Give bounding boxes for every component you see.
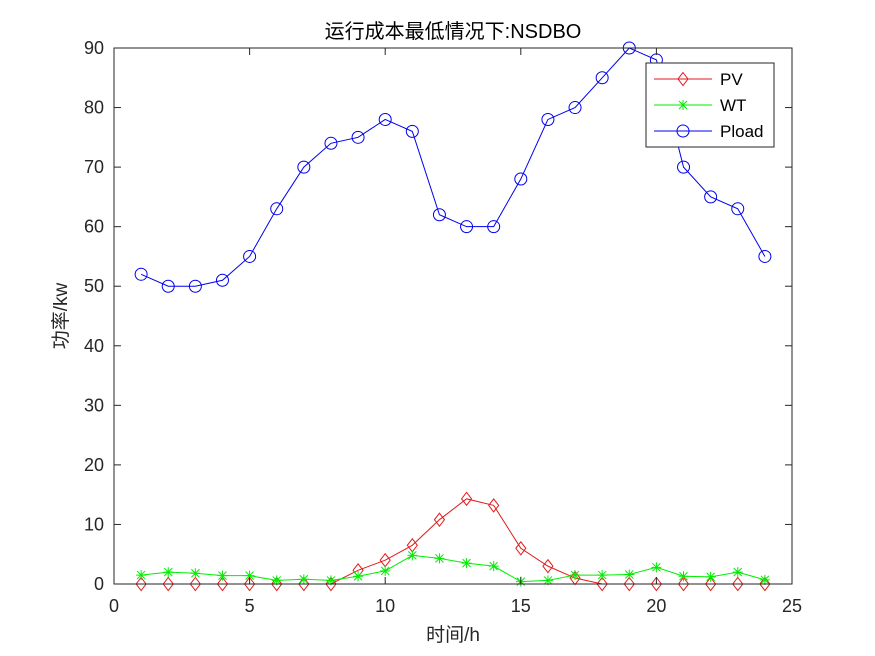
- x-tick-label: 25: [782, 596, 802, 616]
- data-point-wt: [732, 567, 743, 578]
- chart-title: 运行成本最低情况下:NSDBO: [325, 20, 582, 43]
- data-point-pv: [216, 576, 229, 592]
- data-point-wt: [353, 571, 364, 582]
- data-point-pload: [704, 190, 718, 204]
- legend-label-pv: PV: [720, 70, 743, 89]
- axes-layer: [113, 47, 793, 585]
- legend-label-pload: Pload: [720, 122, 763, 141]
- data-point-pload: [324, 136, 338, 150]
- legend-marker-pload: [676, 124, 690, 138]
- data-point-wt: [705, 571, 716, 582]
- data-point-pload: [487, 220, 501, 234]
- y-tick-label: 90: [84, 38, 104, 58]
- data-point-pv: [650, 576, 663, 592]
- ticks-layer: 0 5 10 15 20 25 0 10 20 30 40 50 60 70 80 90: [84, 38, 802, 616]
- x-tick-label: 10: [375, 596, 395, 616]
- y-tick-label: 60: [84, 217, 104, 237]
- data-point-pv: [271, 576, 283, 592]
- data-point-pv: [623, 576, 635, 592]
- data-point-pload: [188, 279, 202, 293]
- data-point-pload: [514, 172, 528, 186]
- data-point-pv: [433, 512, 446, 528]
- data-point-wt: [759, 574, 770, 585]
- y-tick-label: 70: [84, 157, 104, 177]
- data-point-wt: [136, 570, 147, 581]
- data-point-wt: [407, 550, 418, 561]
- data-point-wt: [488, 561, 499, 572]
- x-tick-label: 20: [646, 596, 666, 616]
- data-point-pload: [405, 124, 419, 138]
- legend-label-wt: WT: [720, 96, 746, 115]
- data-point-pload: [297, 160, 311, 174]
- data-point-wt: [542, 575, 553, 586]
- data-point-pv: [162, 576, 174, 592]
- data-point-wt: [325, 575, 336, 586]
- y-tick-label: 30: [84, 395, 104, 415]
- data-point-wt: [570, 570, 581, 581]
- legend-entries: [654, 71, 712, 138]
- data-point-pload: [134, 267, 148, 281]
- data-point-pload: [460, 220, 474, 234]
- y-tick-label: 40: [84, 336, 104, 356]
- data-point-pv: [542, 558, 554, 574]
- data-point-wt: [651, 562, 662, 573]
- data-point-wt: [434, 553, 445, 564]
- legend-marker-wt: [678, 100, 688, 110]
- data-point-pload: [378, 112, 392, 126]
- data-point-wt: [597, 570, 608, 581]
- data-point-pload: [432, 208, 446, 222]
- data-point-wt: [461, 558, 472, 569]
- data-point-pv: [759, 576, 771, 592]
- data-point-pload: [215, 273, 229, 287]
- data-point-wt: [271, 575, 282, 586]
- data-point-wt: [624, 569, 635, 580]
- data-point-pload: [731, 202, 745, 216]
- data-point-pv: [298, 576, 310, 592]
- data-point-pv: [596, 576, 608, 592]
- y-tick-label: 20: [84, 455, 104, 475]
- data-point-wt: [163, 567, 174, 578]
- legend: PV WT Pload: [645, 62, 775, 148]
- y-tick-label: 80: [84, 98, 104, 118]
- data-point-wt: [678, 571, 689, 582]
- data-point-pv: [325, 576, 337, 592]
- y-tick-label: 50: [84, 276, 104, 296]
- data-point-wt: [244, 570, 255, 581]
- data-point-pv: [705, 576, 717, 592]
- y-axis-title: 功率/kw: [50, 282, 72, 349]
- axes-box: [113, 47, 793, 585]
- data-point-pload: [351, 130, 365, 144]
- data-point-pload: [161, 279, 175, 293]
- x-tick-label: 15: [511, 596, 531, 616]
- data-point-wt: [190, 568, 201, 579]
- data-point-pv: [135, 576, 147, 592]
- data-point-pv: [677, 576, 690, 592]
- data-point-pv: [243, 576, 256, 592]
- x-axis-title: 时间/h: [426, 624, 480, 646]
- data-point-pload: [595, 71, 609, 85]
- data-point-pload: [243, 249, 257, 263]
- data-point-pload: [568, 101, 582, 115]
- data-point-wt: [380, 565, 391, 576]
- data-point-pv: [732, 576, 744, 592]
- data-point-pv: [488, 498, 500, 513]
- y-tick-label: 0: [94, 574, 104, 594]
- data-point-pv: [515, 540, 527, 556]
- data-point-pload: [541, 112, 555, 126]
- legend-marker-pv: [677, 71, 689, 87]
- data-point-wt: [217, 570, 228, 581]
- data-point-pload: [677, 160, 691, 174]
- data-point-wt: [298, 574, 309, 585]
- y-tick-label: 10: [84, 514, 104, 534]
- x-tick-label: 5: [245, 596, 255, 616]
- data-point-pload: [270, 202, 284, 216]
- data-point-pload: [758, 249, 772, 263]
- data-point-pv: [189, 576, 201, 592]
- data-point-pv: [460, 491, 473, 507]
- series-wt: [136, 550, 770, 587]
- x-tick-label: 0: [109, 596, 119, 616]
